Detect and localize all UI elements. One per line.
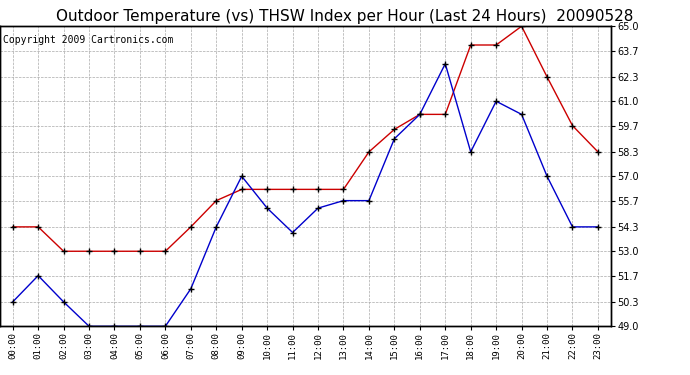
Text: Copyright 2009 Cartronics.com: Copyright 2009 Cartronics.com <box>3 35 173 45</box>
Text: Outdoor Temperature (vs) THSW Index per Hour (Last 24 Hours)  20090528: Outdoor Temperature (vs) THSW Index per … <box>57 9 633 24</box>
